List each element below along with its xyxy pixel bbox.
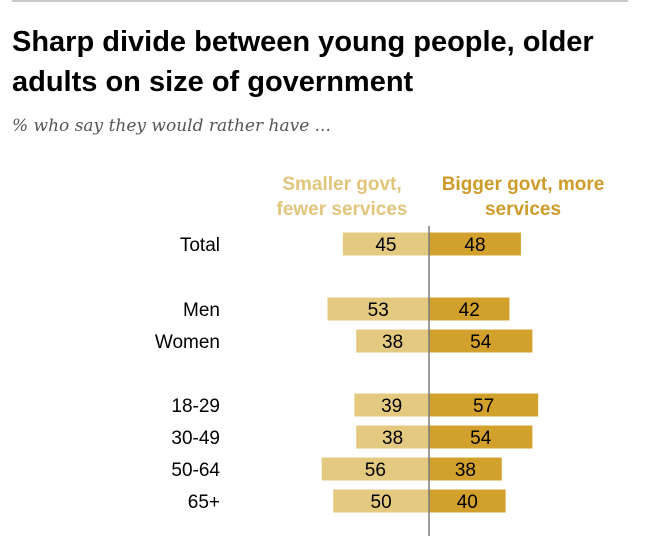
bar-smaller-total (342, 232, 429, 256)
bar-bigger-30-49 (429, 425, 533, 449)
legend-smaller-govt: Smaller govt, fewer services (276, 174, 408, 220)
row-label-30-49: 30-49 (171, 428, 220, 449)
value-smaller-women: 38 (382, 332, 403, 353)
value-bigger-50-64: 38 (455, 460, 476, 481)
bar-bigger-65- (429, 489, 506, 513)
value-bigger-18-29: 57 (473, 396, 494, 417)
bar-smaller-30-49 (356, 425, 429, 449)
value-smaller-30-49: 38 (382, 428, 403, 449)
bar-bigger-total (429, 232, 521, 256)
bar-bigger-men (429, 297, 510, 321)
row-label-women: Women (155, 332, 220, 353)
row-label-men: Men (183, 300, 220, 321)
value-smaller-18-29: 39 (381, 396, 402, 417)
bar-smaller-women (356, 329, 429, 353)
bar-smaller-18-29 (354, 393, 429, 417)
bar-smaller-65- (333, 489, 429, 513)
bar-bigger-women (429, 329, 533, 353)
legend-bigger-govt: Bigger govt, more services (441, 174, 605, 220)
value-smaller-50-64: 56 (365, 460, 386, 481)
row-label-18-29: 18-29 (171, 396, 220, 417)
value-bigger-total: 48 (464, 235, 485, 256)
bar-bigger-18-29 (429, 393, 539, 417)
value-bigger-women: 54 (470, 332, 492, 353)
value-bigger-men: 42 (459, 300, 480, 321)
row-label-total: Total (180, 235, 220, 256)
row-label-65-: 65+ (188, 492, 220, 513)
value-smaller-total: 45 (375, 235, 396, 256)
row-label-50-64: 50-64 (171, 460, 220, 481)
chart-title: Sharp divide between young people, older… (12, 26, 594, 98)
top-rule (12, 0, 628, 2)
chart-subtitle: % who say they would rather have ... (12, 116, 331, 136)
bar-bigger-50-64 (429, 457, 502, 481)
value-smaller-65-: 50 (371, 492, 392, 513)
value-bigger-65-: 40 (457, 492, 478, 513)
bar-smaller-50-64 (321, 457, 429, 481)
value-bigger-30-49: 54 (470, 428, 492, 449)
value-smaller-men: 53 (368, 300, 389, 321)
bar-smaller-men (327, 297, 429, 321)
